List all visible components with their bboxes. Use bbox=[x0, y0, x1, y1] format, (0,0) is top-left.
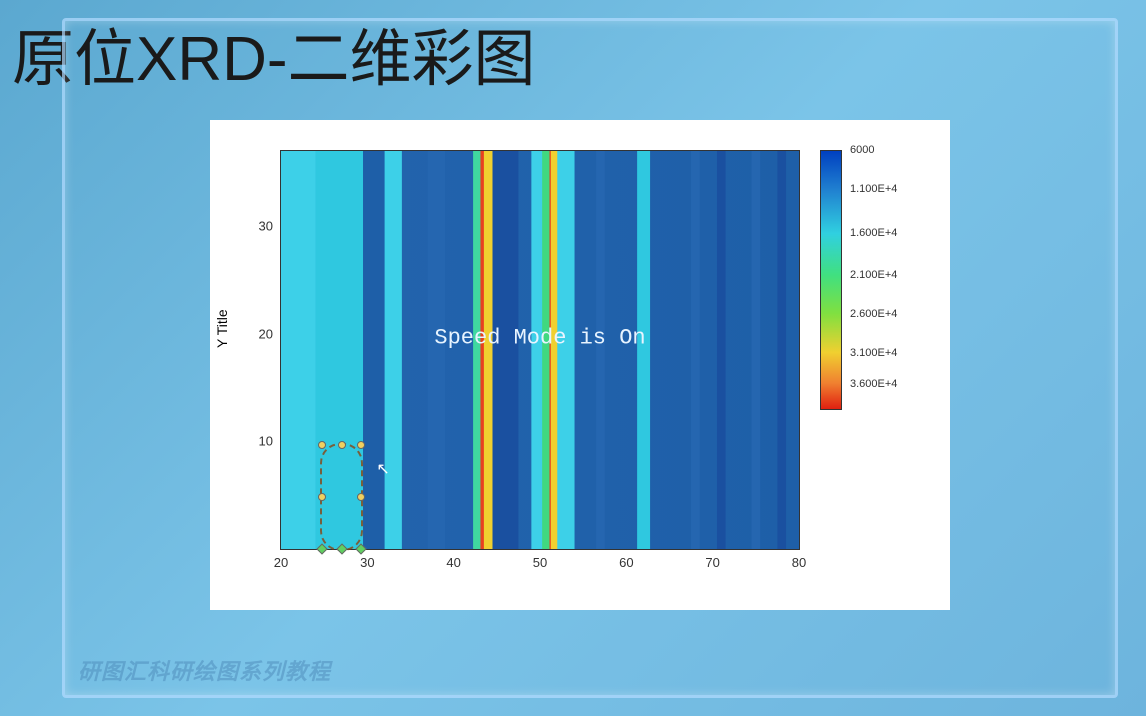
selection-handle[interactable] bbox=[318, 493, 326, 501]
selection-region[interactable] bbox=[320, 443, 363, 551]
selection-handle[interactable] bbox=[336, 543, 347, 554]
colorbar-container: 60001.100E+41.600E+42.100E+42.600E+43.10… bbox=[820, 150, 930, 550]
x-tick-label: 70 bbox=[705, 555, 719, 570]
colorbar-label: 1.600E+4 bbox=[850, 227, 897, 239]
colorbar-label: 3.600E+4 bbox=[850, 378, 897, 390]
footer-watermark: 研图汇科研绘图系列教程 bbox=[78, 654, 331, 686]
x-tick-label: 40 bbox=[446, 555, 460, 570]
x-tick-label: 60 bbox=[619, 555, 633, 570]
selection-handle[interactable] bbox=[338, 441, 346, 449]
x-tick-label: 30 bbox=[360, 555, 374, 570]
chart-container: Y Title Speed Mode is On ↖ 1020302030405… bbox=[210, 120, 950, 610]
colorbar-label: 1.100E+4 bbox=[850, 183, 897, 195]
y-axis-label: Y Title bbox=[214, 309, 230, 348]
x-tick-label: 80 bbox=[792, 555, 806, 570]
y-tick-label: 20 bbox=[259, 326, 273, 341]
x-tick-label: 50 bbox=[533, 555, 547, 570]
y-tick-label: 30 bbox=[259, 219, 273, 234]
x-tick-label: 20 bbox=[274, 555, 288, 570]
colorbar-label: 6000 bbox=[850, 144, 874, 156]
colorbar-label: 3.100E+4 bbox=[850, 347, 897, 359]
colorbar-label: 2.100E+4 bbox=[850, 269, 897, 281]
heatmap-plot[interactable]: Speed Mode is On ↖ 10203020304050607080 bbox=[280, 150, 800, 550]
overlay-status-text: Speed Mode is On bbox=[434, 326, 645, 351]
y-tick-label: 10 bbox=[259, 434, 273, 449]
cursor-icon: ↖ bbox=[376, 459, 389, 479]
colorbar-label: 2.600E+4 bbox=[850, 308, 897, 320]
colorbar bbox=[820, 150, 842, 410]
selection-handle[interactable] bbox=[318, 441, 326, 449]
